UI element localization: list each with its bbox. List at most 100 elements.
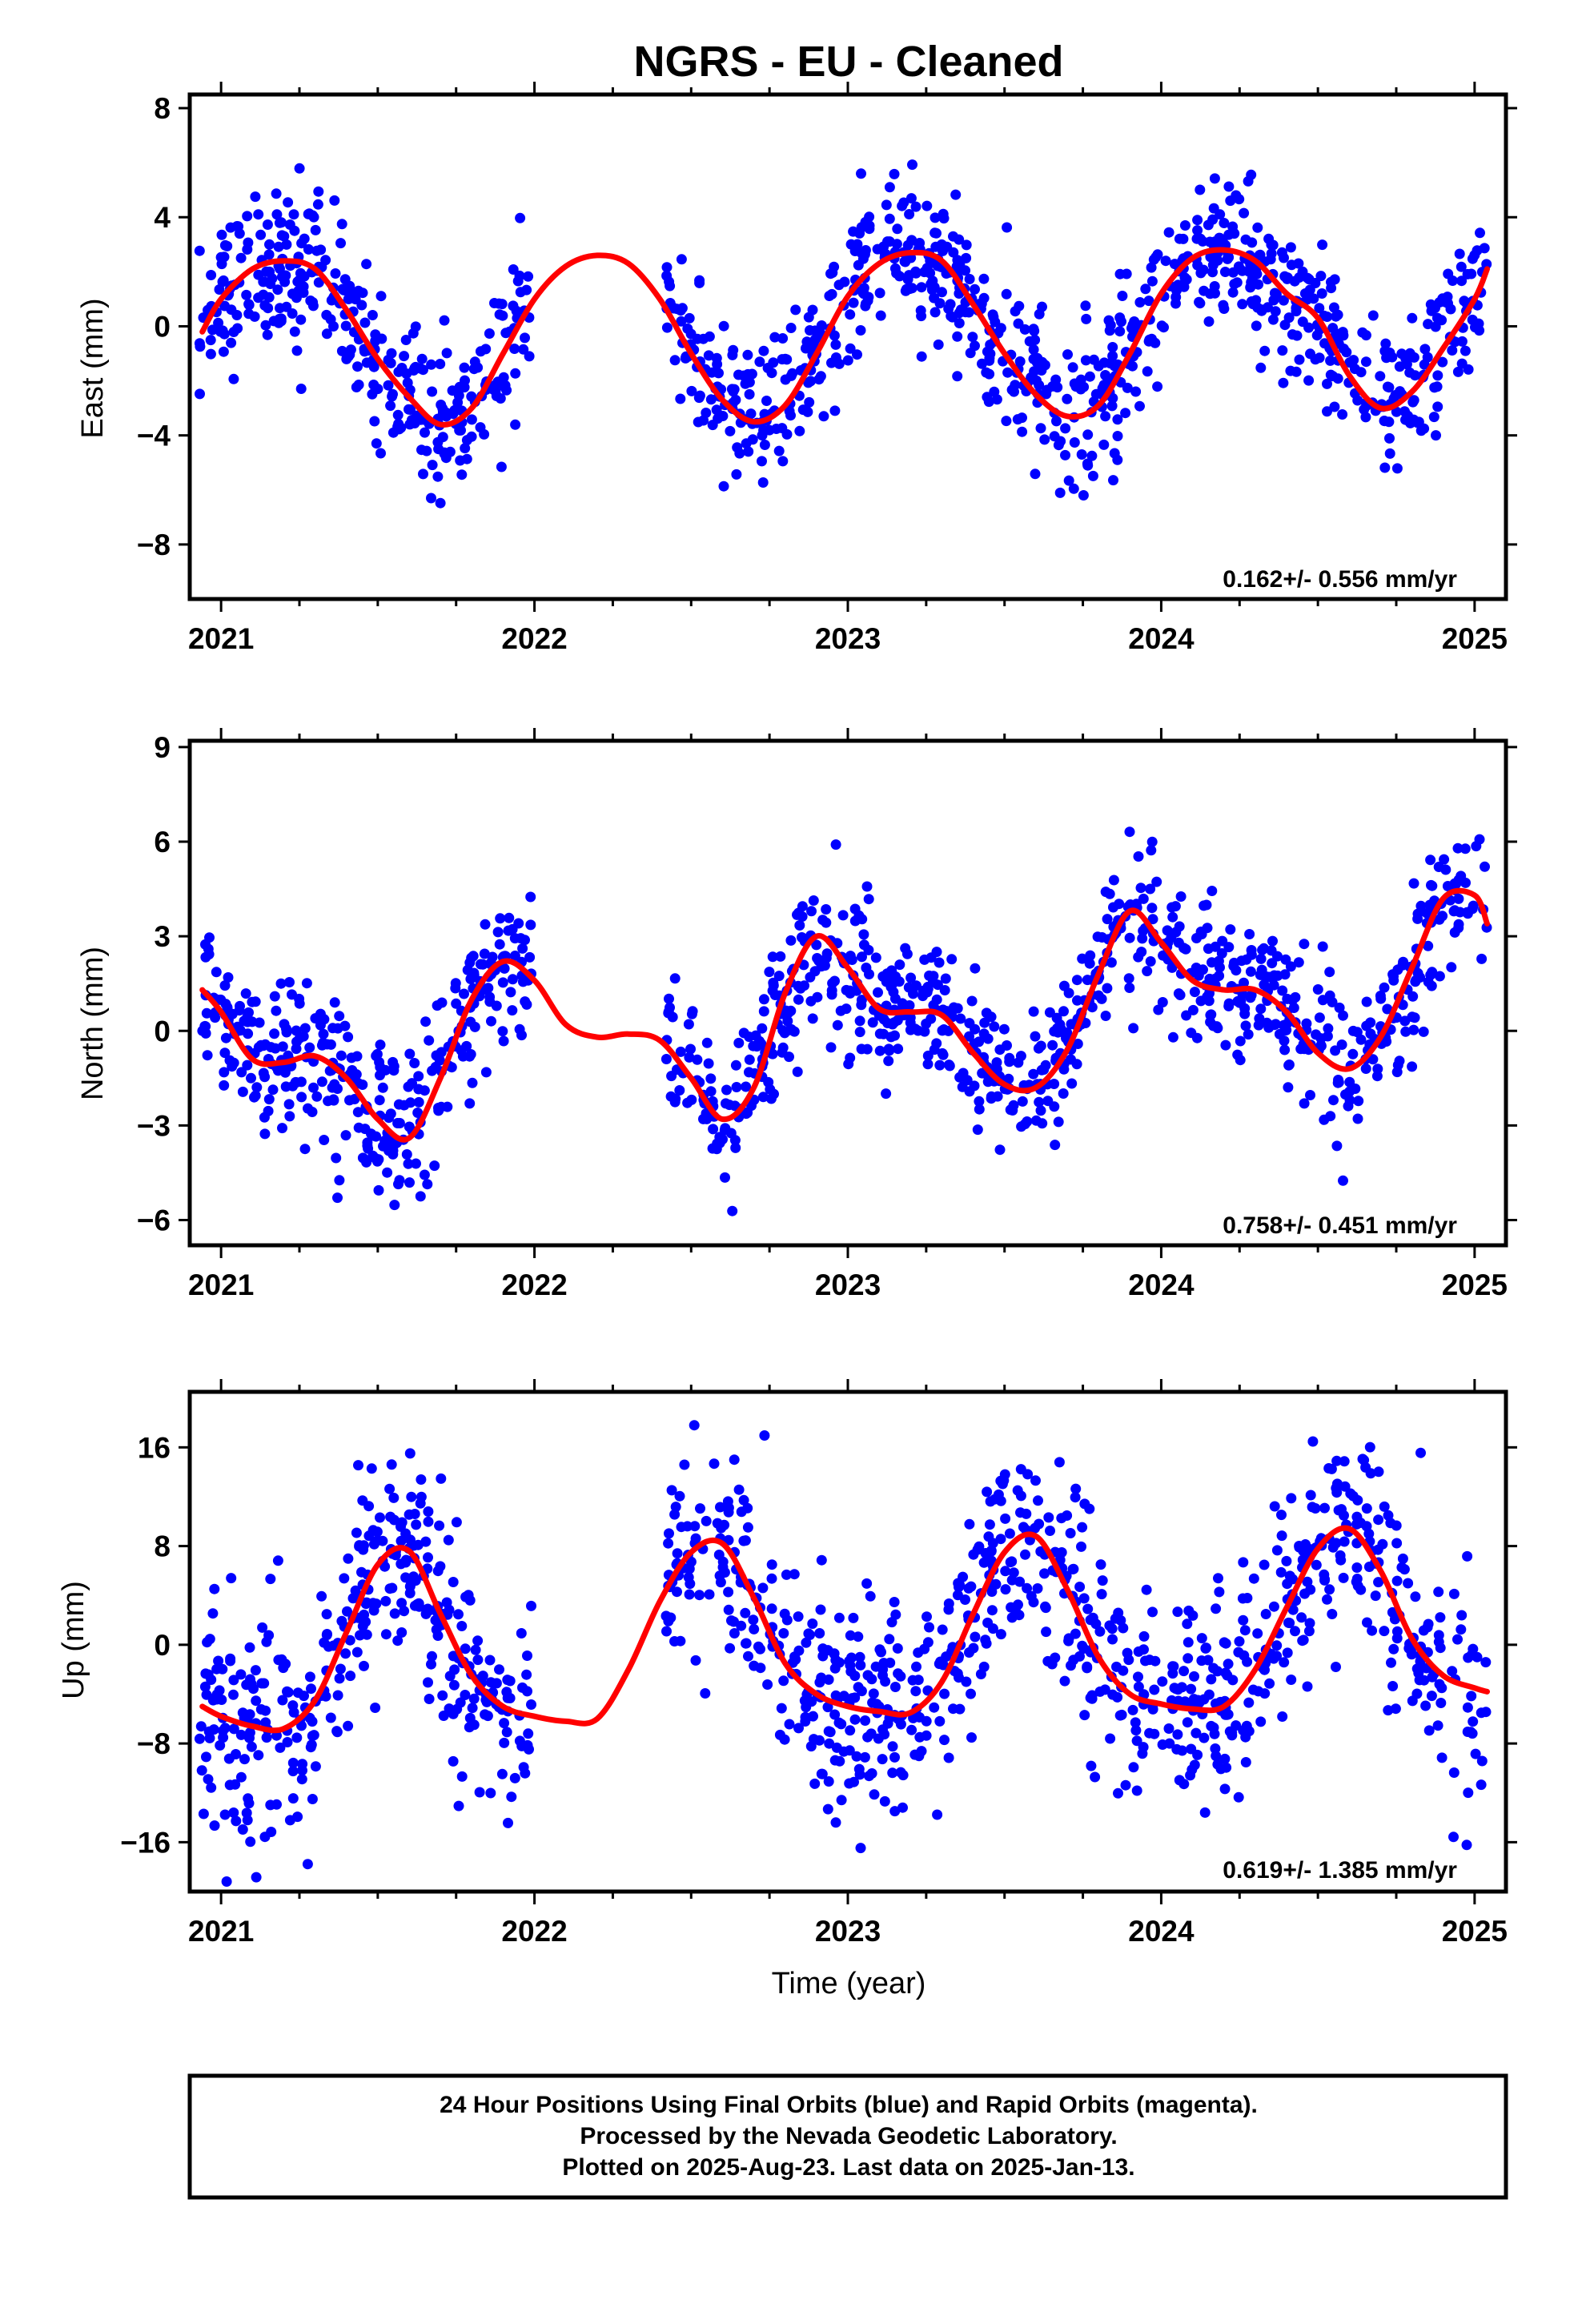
up-data-point [1114, 1710, 1126, 1721]
up-data-point [501, 1727, 512, 1738]
north-data-point [1267, 935, 1278, 947]
north-data-point [1180, 943, 1191, 955]
north-data-point [382, 1167, 393, 1178]
up-data-point [849, 1671, 861, 1682]
up-data-point [215, 1740, 226, 1751]
up-data-point [320, 1691, 331, 1702]
east-data-point [262, 219, 273, 230]
north-data-point [1208, 1020, 1219, 1031]
east-data-point [524, 351, 535, 362]
east-data-point [194, 245, 205, 256]
up-data-point [1022, 1469, 1034, 1480]
up-data-point [423, 1552, 433, 1563]
north-data-point [972, 1124, 983, 1136]
up-data-point [1287, 1604, 1299, 1615]
east-y-tick-label: −4 [137, 420, 171, 452]
north-data-point [874, 1028, 885, 1039]
footer-frame [187, 2073, 1508, 2200]
up-data-point [435, 1561, 446, 1572]
north-data-point [887, 978, 898, 989]
up-data-point [392, 1635, 404, 1647]
east-data-point [416, 353, 428, 364]
north-data-point [708, 1124, 719, 1135]
north-data-point [1037, 1118, 1048, 1129]
north-data-point [459, 988, 469, 999]
up-data-point [467, 1703, 478, 1714]
up-data-point [456, 1771, 468, 1782]
east-data-point [1380, 338, 1391, 349]
east-data-point [1243, 266, 1255, 277]
east-data-point [1316, 288, 1327, 299]
up-data-point [932, 1809, 943, 1820]
east-data-point [938, 213, 950, 224]
up-data-point [1186, 1764, 1198, 1775]
up-data-point [1286, 1493, 1297, 1504]
east-data-point [1293, 258, 1304, 269]
up-data-point [409, 1509, 420, 1519]
up-data-point [331, 1727, 343, 1738]
north-data-point [243, 1007, 254, 1018]
up-data-point [1363, 1528, 1375, 1539]
up-data-point [482, 1711, 493, 1722]
north-data-point [665, 1091, 677, 1102]
up-data-point [244, 1642, 255, 1653]
north-data-point [1398, 956, 1409, 967]
east-data-point [1352, 395, 1363, 406]
up-data-point [1480, 1657, 1492, 1668]
up-data-point [1206, 1720, 1217, 1731]
north-data-point [1293, 957, 1304, 968]
up-data-point [453, 1609, 464, 1620]
east-data-point [1390, 390, 1401, 400]
north-data-point [733, 1037, 745, 1048]
up-data-point [343, 1553, 354, 1564]
east-data-point [440, 411, 452, 422]
east-data-point [1209, 173, 1220, 184]
north-data-point [295, 1076, 307, 1088]
up-data-point [774, 1729, 785, 1740]
up-data-point [1174, 1775, 1185, 1786]
up-data-point [438, 1711, 449, 1721]
up-data-point [1131, 1785, 1142, 1796]
north-data-point [1142, 966, 1153, 977]
up-data-point [889, 1597, 900, 1607]
north-data-point [1053, 1116, 1064, 1128]
east-data-point [376, 333, 387, 344]
east-data-point [1337, 327, 1348, 338]
up-data-point [371, 1598, 382, 1610]
north-data-point [201, 1007, 212, 1019]
north-data-point [492, 927, 504, 938]
up-data-point [1275, 1566, 1287, 1578]
north-data-point [675, 1046, 686, 1057]
north-data-point [236, 1067, 247, 1078]
east-data-point [1337, 409, 1348, 420]
east-data-point [1140, 283, 1151, 295]
up-y-tick-label: −16 [120, 1826, 171, 1859]
up-data-point [310, 1761, 321, 1772]
north-data-point [1330, 1045, 1341, 1056]
up-data-point [396, 1627, 408, 1638]
north-data-point [1092, 931, 1103, 943]
north-data-point [909, 1023, 921, 1035]
up-data-point [204, 1732, 215, 1743]
north-data-point [1391, 1067, 1403, 1078]
north-data-point [1058, 1006, 1069, 1017]
north-data-point [765, 1093, 777, 1104]
north-data-point [383, 1145, 395, 1156]
east-data-point [926, 284, 938, 296]
north-data-point [240, 988, 251, 999]
east-data-point [839, 276, 850, 287]
north-data-point [958, 1068, 969, 1079]
east-data-point [970, 340, 980, 352]
north-data-point [1003, 1073, 1014, 1084]
east-data-point [264, 266, 275, 277]
north-data-point [199, 1020, 211, 1031]
up-data-point [1423, 1725, 1435, 1736]
east-data-point [1069, 437, 1080, 448]
north-data-point [821, 917, 832, 928]
east-data-point [1146, 275, 1158, 287]
up-data-point [1077, 1522, 1088, 1533]
north-data-point [203, 949, 215, 960]
east-data-point [875, 310, 886, 321]
north-data-point [249, 1092, 259, 1103]
